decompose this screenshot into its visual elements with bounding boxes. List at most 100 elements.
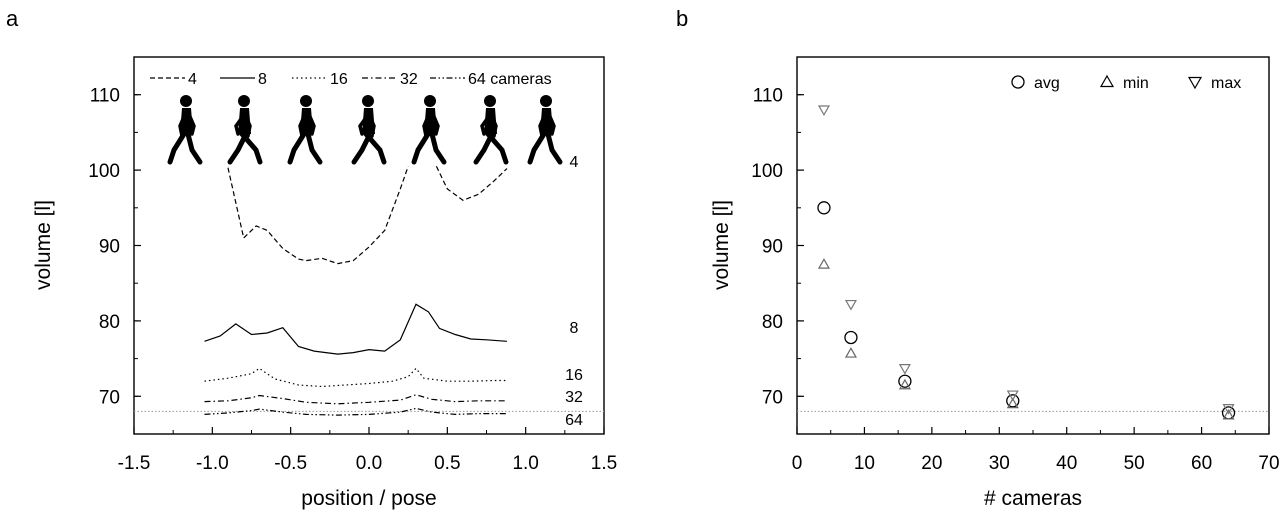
panel-a-x-tick-label: -1.5 bbox=[118, 453, 151, 474]
silhouette-leg bbox=[227, 131, 249, 165]
panel-a-x-tick-label: -1.0 bbox=[196, 453, 229, 474]
panel-a-y-tick-label: 80 bbox=[99, 312, 120, 333]
panel-a-x-tick-label: -0.5 bbox=[274, 453, 307, 474]
silhouette-arm bbox=[298, 110, 308, 138]
silhouette-arm bbox=[546, 110, 556, 136]
pose-silhouette bbox=[351, 95, 387, 165]
pose-silhouettes bbox=[167, 95, 563, 165]
panel-b-x-tick-label: 70 bbox=[1258, 453, 1279, 474]
silhouette-arm bbox=[358, 110, 372, 136]
panel-a-y-tick-label: 100 bbox=[88, 161, 120, 182]
panel-a-legend-label: 32 bbox=[400, 71, 418, 88]
pose-silhouette bbox=[473, 95, 509, 165]
panel-b-point-avg bbox=[898, 374, 912, 388]
panel-a-position-pose-chart: a position / pose volume [l] -1.5 -1.0 -0.… bbox=[6, 6, 617, 510]
panel-b-y-tick-label: 70 bbox=[762, 387, 783, 408]
panel-b-point-min bbox=[844, 347, 857, 358]
silhouette-leg bbox=[239, 131, 263, 165]
silhouette-arm bbox=[178, 110, 188, 138]
panel-b-point-min bbox=[1006, 397, 1019, 409]
panel-b-point-max bbox=[1006, 390, 1019, 402]
silhouette-leg bbox=[185, 131, 203, 165]
panel-b-point-avg bbox=[844, 330, 858, 345]
silhouette-head bbox=[180, 95, 192, 107]
panel-b-point-max bbox=[817, 105, 831, 116]
panel-b-y-tick-label: 110 bbox=[753, 86, 783, 107]
silhouette-arm bbox=[430, 110, 440, 136]
panel-b-point-min bbox=[1222, 408, 1235, 420]
panel-b-point-min bbox=[898, 378, 911, 390]
silhouette-torso bbox=[362, 108, 375, 134]
silhouette-head bbox=[238, 95, 250, 107]
panel-b-legend-label: avg bbox=[1034, 75, 1060, 92]
panel-b-point-avg bbox=[817, 201, 831, 215]
panel-b-y-tick-label: 80 bbox=[762, 312, 783, 333]
pose-silhouette bbox=[411, 95, 447, 165]
panel-a-series-line-4 bbox=[227, 166, 508, 265]
panel-a-series-line-32 bbox=[204, 394, 507, 405]
panel-a-legend-label: 4 bbox=[188, 71, 197, 88]
panel-a-x-tick-label: 0.0 bbox=[356, 453, 382, 474]
silhouette-head bbox=[300, 95, 312, 107]
panel-a-series-line-16 bbox=[204, 367, 507, 388]
panel-b-point-max bbox=[844, 299, 857, 311]
panel-a-y-axis-title: volume [l] bbox=[32, 200, 55, 290]
silhouette-head bbox=[540, 95, 552, 107]
panel-a-legend-label: 16 bbox=[330, 71, 348, 88]
panel-a-y-tick-label: 70 bbox=[99, 387, 120, 408]
pose-silhouette bbox=[167, 95, 203, 165]
panel-a-y-tick-label: 90 bbox=[99, 237, 120, 258]
panel-a-x-axis-title: position / pose bbox=[301, 487, 436, 510]
panel-b-x-tick-label: 20 bbox=[921, 453, 942, 474]
panel-b-point-max bbox=[1222, 404, 1235, 415]
panel-a-series-end-label: 4 bbox=[570, 154, 579, 171]
silhouette-arm bbox=[366, 110, 376, 138]
panel-a-series-end-label: 8 bbox=[570, 320, 579, 337]
panel-b-point-avg bbox=[1006, 394, 1020, 408]
panel-b-x-axis-title: # cameras bbox=[984, 487, 1082, 510]
panel-b-y-tick-label: 100 bbox=[751, 161, 783, 182]
panel-b-x-tick-label: 60 bbox=[1191, 453, 1212, 474]
silhouette-head bbox=[362, 95, 374, 107]
silhouette-leg bbox=[485, 131, 509, 165]
panel-b-point-max bbox=[898, 364, 911, 375]
panel-b-x-tick-label: 30 bbox=[989, 453, 1010, 474]
panel-a-series-line-64 bbox=[204, 407, 507, 416]
panel-b-x-tick-label: 40 bbox=[1056, 453, 1077, 474]
panel-b-legend-marker bbox=[1011, 75, 1025, 89]
silhouette-arm bbox=[488, 110, 498, 138]
silhouette-torso bbox=[484, 108, 497, 134]
silhouette-leg bbox=[473, 131, 495, 165]
silhouette-arm bbox=[242, 110, 252, 138]
silhouette-leg bbox=[545, 131, 563, 165]
silhouette-arm bbox=[422, 110, 432, 138]
panel-a-legend-label: 8 bbox=[258, 71, 267, 88]
silhouette-head bbox=[424, 95, 436, 107]
silhouette-leg bbox=[305, 131, 323, 165]
silhouette-leg bbox=[411, 131, 431, 165]
silhouette-arm bbox=[480, 110, 494, 136]
silhouette-head bbox=[484, 95, 496, 107]
silhouette-arm bbox=[306, 110, 316, 136]
panel-b-point-min bbox=[817, 258, 831, 269]
silhouette-leg bbox=[351, 131, 373, 165]
panel-b-x-tick-label: 10 bbox=[854, 453, 875, 474]
silhouette-leg bbox=[527, 131, 547, 165]
silhouette-leg bbox=[167, 131, 187, 165]
panel-a-series-end-label: 32 bbox=[565, 389, 583, 406]
panel-a-series-end-label: 64 bbox=[565, 412, 583, 429]
panel-b-legend-marker bbox=[1187, 76, 1203, 90]
panel-a-series-end-label: 16 bbox=[565, 367, 583, 384]
pose-silhouette bbox=[527, 95, 563, 165]
panel-a-letter: a bbox=[6, 6, 19, 31]
panel-b-plot-frame bbox=[796, 56, 1270, 435]
panel-b-legend-marker bbox=[1099, 74, 1115, 88]
panel-b-cameras-chart: b # cameras volume [l] 0 10 20 30 40 50 60 70 70… bbox=[676, 6, 1280, 510]
panel-a-y-tick-label: 110 bbox=[90, 86, 120, 107]
silhouette-leg bbox=[363, 131, 387, 165]
panel-a-x-tick-label: 1.0 bbox=[512, 453, 538, 474]
panel-b-legend-label: max bbox=[1211, 75, 1241, 92]
panel-b-x-tick-label: 50 bbox=[1124, 453, 1145, 474]
silhouette-arm bbox=[538, 110, 548, 138]
